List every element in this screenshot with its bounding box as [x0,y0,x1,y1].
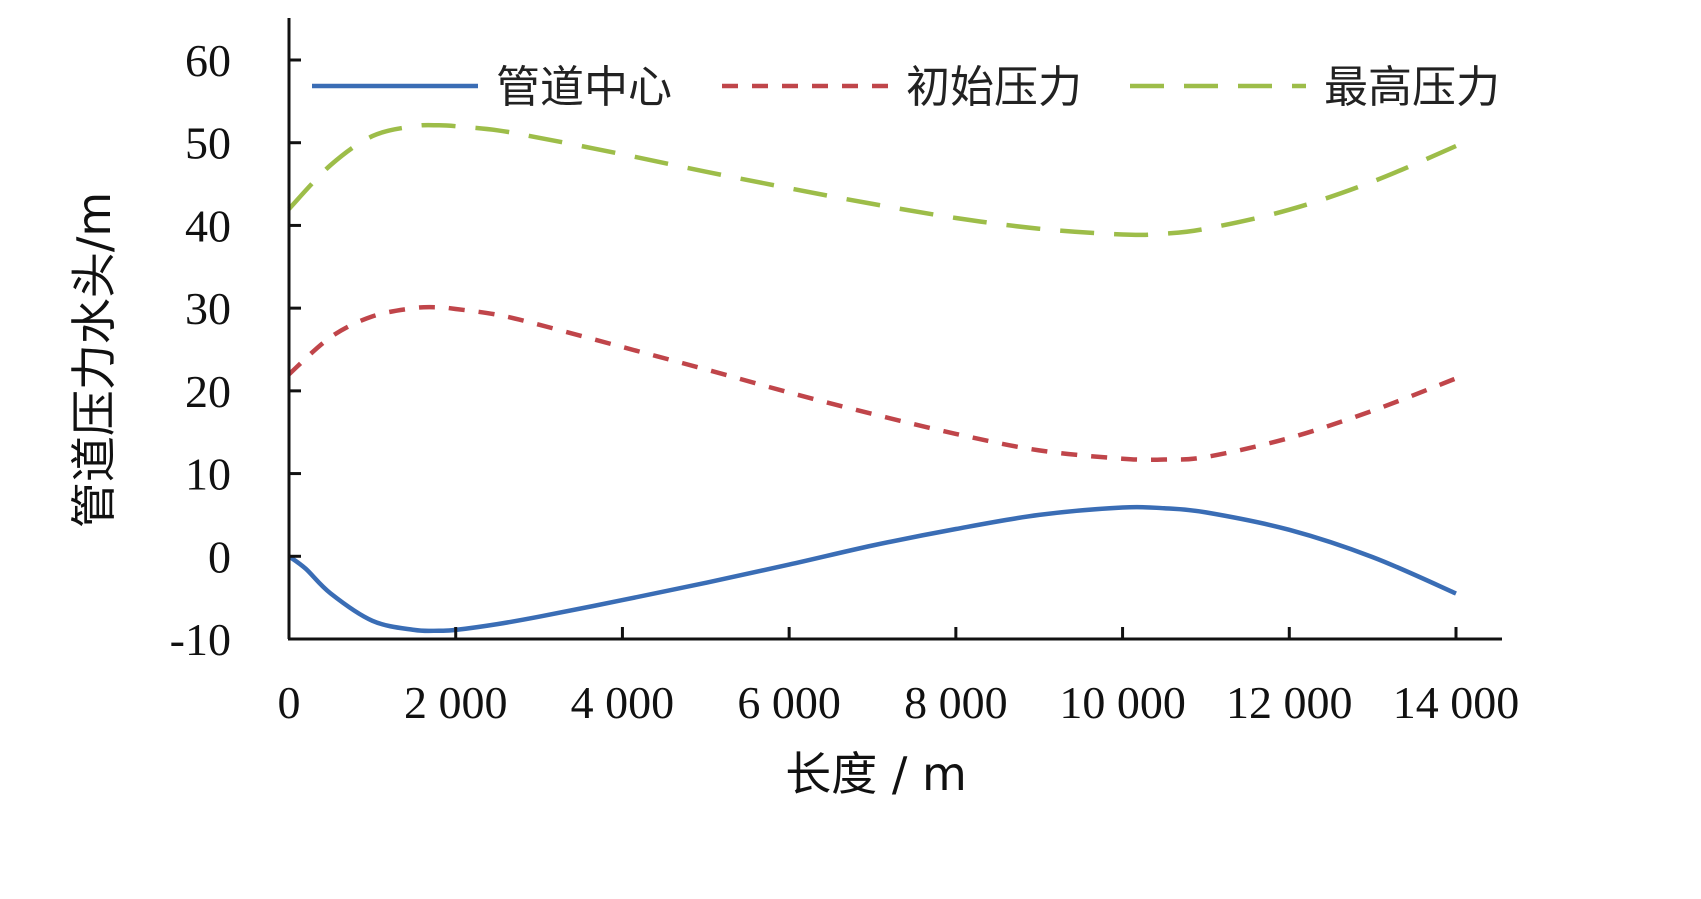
x-axis-title: 长度 / m [785,747,967,801]
y-tick-label: 50 [185,118,231,169]
legend-item: 最高压力 [1130,62,1500,113]
y-tick-label: 20 [185,366,231,417]
x-tick-label: 4 000 [571,677,675,728]
y-axis-title: 管道压力水头/m [67,192,121,528]
y-tick-label: 30 [185,283,231,334]
x-tick-label: 6 000 [737,677,841,728]
legend-item: 管道中心 [312,62,672,113]
x-tick-label: 8 000 [904,677,1008,728]
y-tick-label: 60 [185,35,231,86]
legend: 管道中心 初始压力 最高压力 [312,62,1500,113]
y-tick-label: 40 [185,200,231,251]
series-line-3 [287,122,1457,238]
x-tick-label: 2 000 [404,677,508,728]
legend-label: 最高压力 [1324,62,1500,113]
axes [287,18,1502,641]
x-tick-label: 0 [278,677,301,728]
y-tick-label: 10 [185,449,231,500]
legend-item: 初始压力 [722,62,1082,113]
y-tick-label: 0 [208,531,231,582]
legend-label: 初始压力 [906,62,1082,113]
series-line-1 [287,504,1457,634]
x-tick-label: 14 000 [1393,677,1520,728]
x-ticks: 0 2 000 4 000 6 000 8 000 10 000 12 000 14 000 [278,627,1520,728]
series-line-2 [287,304,1457,463]
legend-label: 管道中心 [496,62,672,113]
x-tick-label: 12 000 [1226,677,1353,728]
x-tick-label: 10 000 [1059,677,1186,728]
y-ticks: -10 0 10 20 30 40 50 60 [170,35,301,665]
series-layer [287,122,1457,634]
y-tick-label: -10 [170,614,231,665]
